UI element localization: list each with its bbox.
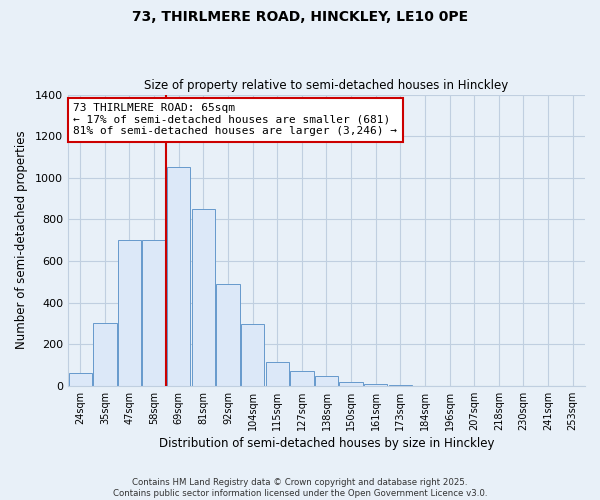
Bar [142, 240, 166, 386]
Bar [93, 324, 116, 386]
Bar [340, 382, 363, 386]
X-axis label: Distribution of semi-detached houses by size in Hinckley: Distribution of semi-detached houses by … [159, 437, 494, 450]
Y-axis label: Number of semi-detached properties: Number of semi-detached properties [15, 131, 28, 350]
Bar [241, 324, 264, 386]
Bar [364, 384, 388, 386]
Bar [216, 284, 239, 386]
Text: 73, THIRLMERE ROAD, HINCKLEY, LE10 0PE: 73, THIRLMERE ROAD, HINCKLEY, LE10 0PE [132, 10, 468, 24]
Bar [290, 372, 314, 386]
Text: Contains HM Land Registry data © Crown copyright and database right 2025.
Contai: Contains HM Land Registry data © Crown c… [113, 478, 487, 498]
Bar [118, 240, 141, 386]
Bar [167, 168, 190, 386]
Bar [315, 376, 338, 386]
Bar [68, 374, 92, 386]
Text: 73 THIRLMERE ROAD: 65sqm
← 17% of semi-detached houses are smaller (681)
81% of : 73 THIRLMERE ROAD: 65sqm ← 17% of semi-d… [73, 104, 397, 136]
Title: Size of property relative to semi-detached houses in Hinckley: Size of property relative to semi-detach… [145, 79, 509, 92]
Bar [191, 209, 215, 386]
Bar [266, 362, 289, 386]
Bar [389, 385, 412, 386]
